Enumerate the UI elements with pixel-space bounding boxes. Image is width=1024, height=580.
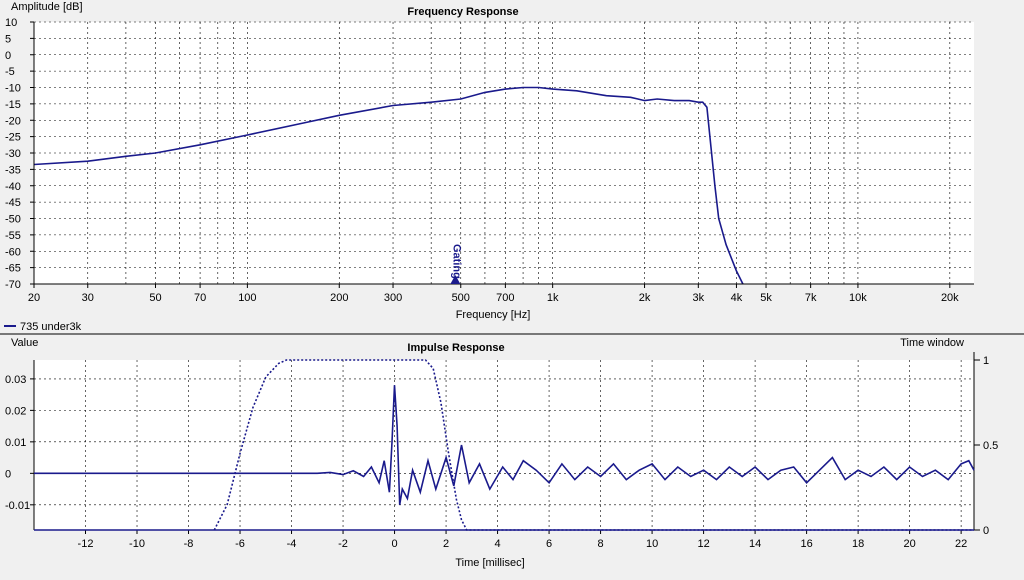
frequency-y-tick-label: -50 [5,214,21,226]
frequency-y-tick-label: -5 [5,66,15,78]
frequency-chart-title: Frequency Response [407,6,518,18]
impulse-y2-tick-label: 1 [983,355,989,367]
impulse-x-tick-label: 8 [598,538,604,550]
impulse-x-tick-label: 14 [749,538,761,550]
impulse-x-tick-label: -2 [338,538,348,550]
frequency-x-tick-label: 7k [805,292,817,304]
frequency-x-tick-label: 1k [547,292,559,304]
frequency-y-tick-label: -20 [5,115,21,127]
frequency-x-tick-label: 700 [496,292,514,304]
impulse-x-tick-label: 20 [903,538,915,550]
frequency-y-tick-label: -60 [5,246,21,258]
frequency-x-tick-label: 5k [760,292,772,304]
impulse-y2-tick-label: 0 [983,525,989,537]
impulse-x-axis-label: Time [millisec] [455,557,524,569]
frequency-y-tick-label: 10 [5,17,17,29]
impulse-x-tick-label: 22 [955,538,967,550]
impulse-y2-axis-label: Time window [900,337,964,349]
impulse-x-tick-label: -8 [184,538,194,550]
frequency-x-tick-label: 50 [149,292,161,304]
frequency-x-tick-label: 500 [452,292,470,304]
frequency-x-tick-label: 3k [692,292,704,304]
legend: 735 under3k [4,321,82,333]
impulse-y2-ticks: 10.50 [974,355,998,537]
frequency-x-tick-label: 100 [238,292,256,304]
impulse-x-tick-label: -12 [78,538,94,550]
impulse-y-tick-label: 0.01 [5,437,26,449]
frequency-y-axis-label: Amplitude [dB] [11,1,83,13]
frequency-y-tick-label: -55 [5,230,21,242]
frequency-response-chart: 1050-5-10-15-20-25-30-35-40-45-50-55-60-… [5,1,974,321]
frequency-y-tick-label: -15 [5,99,21,111]
frequency-x-tick-label: 70 [194,292,206,304]
frequency-y-tick-label: -30 [5,148,21,160]
legend-entry: 735 under3k [20,321,82,333]
gating-label: Gating [450,244,462,279]
impulse-y-ticks: 0.03 0.02 0.01 0 -0.01 [5,374,34,512]
frequency-y-tick-label: -70 [5,279,21,291]
gating-marker[interactable]: Gating [450,244,462,284]
frequency-y-tick-label: -65 [5,263,21,275]
impulse-x-tick-label: 18 [852,538,864,550]
frequency-x-tick-label: 10k [849,292,867,304]
frequency-y-tick-label: -25 [5,132,21,144]
impulse-y-tick-label: 0.03 [5,374,26,386]
frequency-response-line [33,86,744,285]
impulse-x-tick-label: 4 [494,538,500,550]
impulse-y2-tick-label: 0.5 [983,440,998,452]
impulse-x-tick-label: -4 [287,538,297,550]
frequency-x-tick-label: 20k [941,292,959,304]
frequency-y-tick-label: -40 [5,181,21,193]
impulse-x-tick-label: -10 [129,538,145,550]
frequency-x-tick-label: 20 [28,292,40,304]
impulse-x-tick-label: 2 [443,538,449,550]
frequency-y-tick-label: -10 [5,83,21,95]
frequency-x-tick-label: 300 [384,292,402,304]
frequency-x-tick-label: 30 [82,292,94,304]
impulse-x-tick-label: 6 [546,538,552,550]
impulse-response-chart: 0.030.020.010-0.01 10.50 -12 -10 -8 -6 -4 -2 0… [5,337,998,569]
impulse-y-tick-label: -0.01 [5,500,30,512]
frequency-x-tick-label: 2k [639,292,651,304]
frequency-y-tick-label: 0 [5,50,11,62]
frequency-x-axis-label: Frequency [Hz] [456,309,531,321]
impulse-y-tick-label: 0 [5,468,11,480]
impulse-x-tick-label: 0 [391,538,397,550]
impulse-x-tick-label: 16 [800,538,812,550]
impulse-x-tick-label: 12 [697,538,709,550]
impulse-plot-area [34,360,974,530]
impulse-y-tick-label: 0.02 [5,405,26,417]
gating-arrow-icon [450,275,461,284]
frequency-x-tick-label: 4k [731,292,743,304]
impulse-x-ticks: -12 -10 -8 -6 -4 -2 0 2 4 6 8 10 12 14 16 18 20 22 [78,530,967,550]
frequency-y-tick-label: -35 [5,164,21,176]
frequency-y-tick-label: -45 [5,197,21,209]
frequency-x-ticks: 20 30 50 70 100 200 300 500 700 1k 2k 3k 4k 5k 7k 10k 20… [28,284,959,304]
impulse-y-axis-label: Value [11,337,38,349]
time-window-line [213,359,974,531]
frequency-y-tick-label: 5 [5,33,11,45]
impulse-x-tick-label: 10 [646,538,658,550]
impulse-x-tick-label: -6 [235,538,245,550]
impulse-response-line [34,385,975,505]
frequency-y-ticks: 10 5 0 -5 -10 -15 -20 -25 -30 -35 -40 -45 -50 -55 -60 -… [5,17,34,291]
impulse-chart-title: Impulse Response [407,342,504,354]
frequency-x-tick-label: 200 [330,292,348,304]
